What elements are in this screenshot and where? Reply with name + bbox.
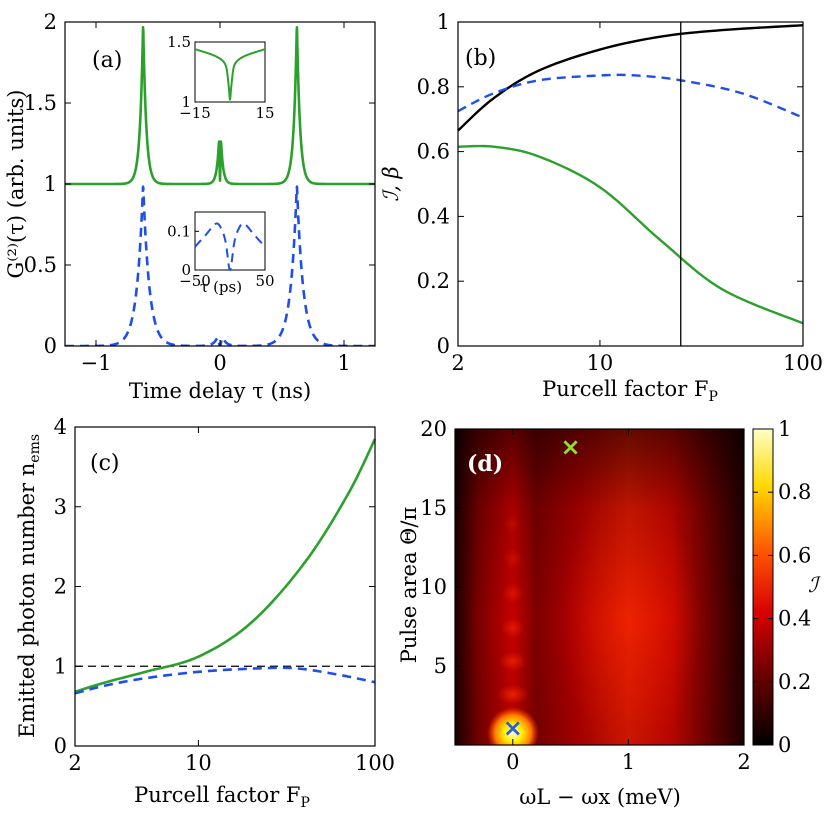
panel-d-xtick-label: 1 [622,750,635,774]
panel-c: 2 10 100 0 1 2 3 4 (c) Purcell factor FP Emitte… [15,415,395,811]
panel-c-ticks: 2 10 100 0 1 2 3 4 [54,415,395,775]
panel-b-label: (b) [465,46,496,71]
panel-a-ticks: −1 0 1 0 0.5 1 1.5 2 [24,10,375,375]
inset-blue-frame [194,211,266,271]
panel-b-xtick-label: 10 [587,351,614,375]
panel-c-ytick-label: 0 [54,734,67,758]
panel-a-ytick-label: 1.5 [24,91,57,115]
colorbar-ticks: 0 0.2 0.4 0.6 0.8 1 [753,417,811,757]
panel-d-markers: ×× [503,433,581,742]
panel-a-ytick-label: 1 [44,172,57,196]
inset-blue: −50 50 0 0.1 τ (ps) [167,211,275,296]
panel-c-curves [74,438,377,695]
marker-blue-cross: × [503,714,523,742]
panel-c-xtick-label: 100 [355,751,395,775]
inset-green-xtick-label: −15 [179,104,211,122]
panel-d-ytick-label: 20 [420,417,447,441]
inset-green-curve [194,48,266,101]
panel-b-series-black [457,24,804,132]
inset-blue-xtick-label: 50 [255,272,274,290]
panel-b-frame [457,21,804,347]
panel-a-series-green [65,26,375,186]
panel-b-xtick-label: 2 [451,351,464,375]
panel-c-ytick-label: 3 [54,495,67,519]
panel-c-label: (c) [90,451,120,476]
panel-d-ytick-label: 5 [434,654,447,678]
panel-a-label: (a) [92,48,122,73]
heatmap-hotspot [487,707,539,745]
inset-blue-xtick-label: −50 [179,272,211,290]
panel-a-ytick-label: 2 [44,10,57,34]
inset-blue-ytick-label: 0.1 [167,222,191,240]
colorbar-tick-label: 1 [778,417,791,441]
panel-c-series-green [74,438,377,694]
panel-b-series-green [457,144,804,325]
heatmap-shade [455,429,744,745]
inset-blue-xlabel: τ (ps) [200,278,242,296]
panel-a-xtick-label: 1 [337,351,350,375]
panel-d-ylabel: Pulse area Θ/π [397,507,421,664]
panel-d-ytick-label: 15 [420,496,447,520]
colorbar-tick-label: 0.6 [778,543,811,567]
panel-b-series-dashed-blue [457,73,804,119]
panel-d-xtick-label: 0 [506,750,519,774]
inset-blue-ytick-label: 0 [181,261,191,279]
colorbar-tick-label: 0.2 [778,670,811,694]
colorbar-tick-label: 0.8 [778,480,811,504]
panel-a-ylabel: G⁽²⁾(τ) (arb. units) [4,90,28,279]
panel-a-ytick-label: 0.5 [24,253,57,277]
panel-a-xtick-label: 0 [213,351,226,375]
panel-c-ytick-label: 1 [54,654,67,678]
panel-d-xlabel: ωL − ωx (meV) [519,785,681,809]
panel-b-xtick-label: 100 [783,351,823,375]
panel-d-xtick-label: 2 [737,750,750,774]
panel-b-ticks: 2 10 100 0 0.2 0.4 0.6 0.8 1 [417,10,823,375]
panel-b-ytick-label: 0.2 [417,269,450,293]
heatmap [455,429,744,745]
panel-c-xtick-label: 2 [68,751,81,775]
panel-c-ytick-label: 4 [54,415,67,439]
inset-green: −15 15 1 1.5 [167,33,274,122]
colorbar [752,428,774,746]
panel-a-ytick-label: 0 [44,334,57,358]
panel-a-xlabel: Time delay τ (ns) [129,379,311,403]
panel-b-curves [457,22,804,346]
panel-a-xtick-label: −1 [81,351,112,375]
inset-blue-curve [194,222,266,271]
panel-c-series-dashed-blue [74,666,376,695]
panel-b-ytick-label: 0 [437,334,450,358]
colorbar-label: ℐ [808,573,821,597]
panel-d-ticks: 0 1 2 5 10 15 20 [420,417,750,774]
inset-green-ytick-label: 1 [181,93,191,111]
inset-green-ytick-label: 1.5 [167,33,191,51]
panel-a: −1 0 1 0 0.5 1 1.5 2 (a) Time delay τ (ns) G⁽²⁾… [4,10,376,403]
panel-c-frame [74,426,376,747]
panel-c-xlabel: Purcell factor FP [134,783,310,811]
panel-b-ytick-label: 0.4 [417,204,450,228]
panel-b-ylabel: ℐ, β [379,166,403,201]
panel-d-ytick-label: 10 [420,575,447,599]
panel-b-xlabel: Purcell factor FP [542,377,718,405]
colorbar-tick-label: 0.4 [778,607,811,631]
panel-b: 2 10 100 0 0.2 0.4 0.6 0.8 1 (b) Purcell factor … [379,10,823,405]
panel-d-label: (d) [467,451,503,477]
panel-b-ytick-label: 0.6 [417,140,450,164]
panel-b-ytick-label: 0.8 [417,75,450,99]
panel-c-ylabel: Emitted photon number nems [15,434,43,738]
inset-green-xtick-label: 15 [255,104,274,122]
colorbar-tick-label: 0 [778,733,791,757]
panel-c-ytick-label: 2 [54,575,67,599]
panel-c-xtick-label: 10 [185,751,212,775]
marker-green-cross: × [561,433,581,461]
panel-b-ytick-label: 1 [437,10,450,34]
